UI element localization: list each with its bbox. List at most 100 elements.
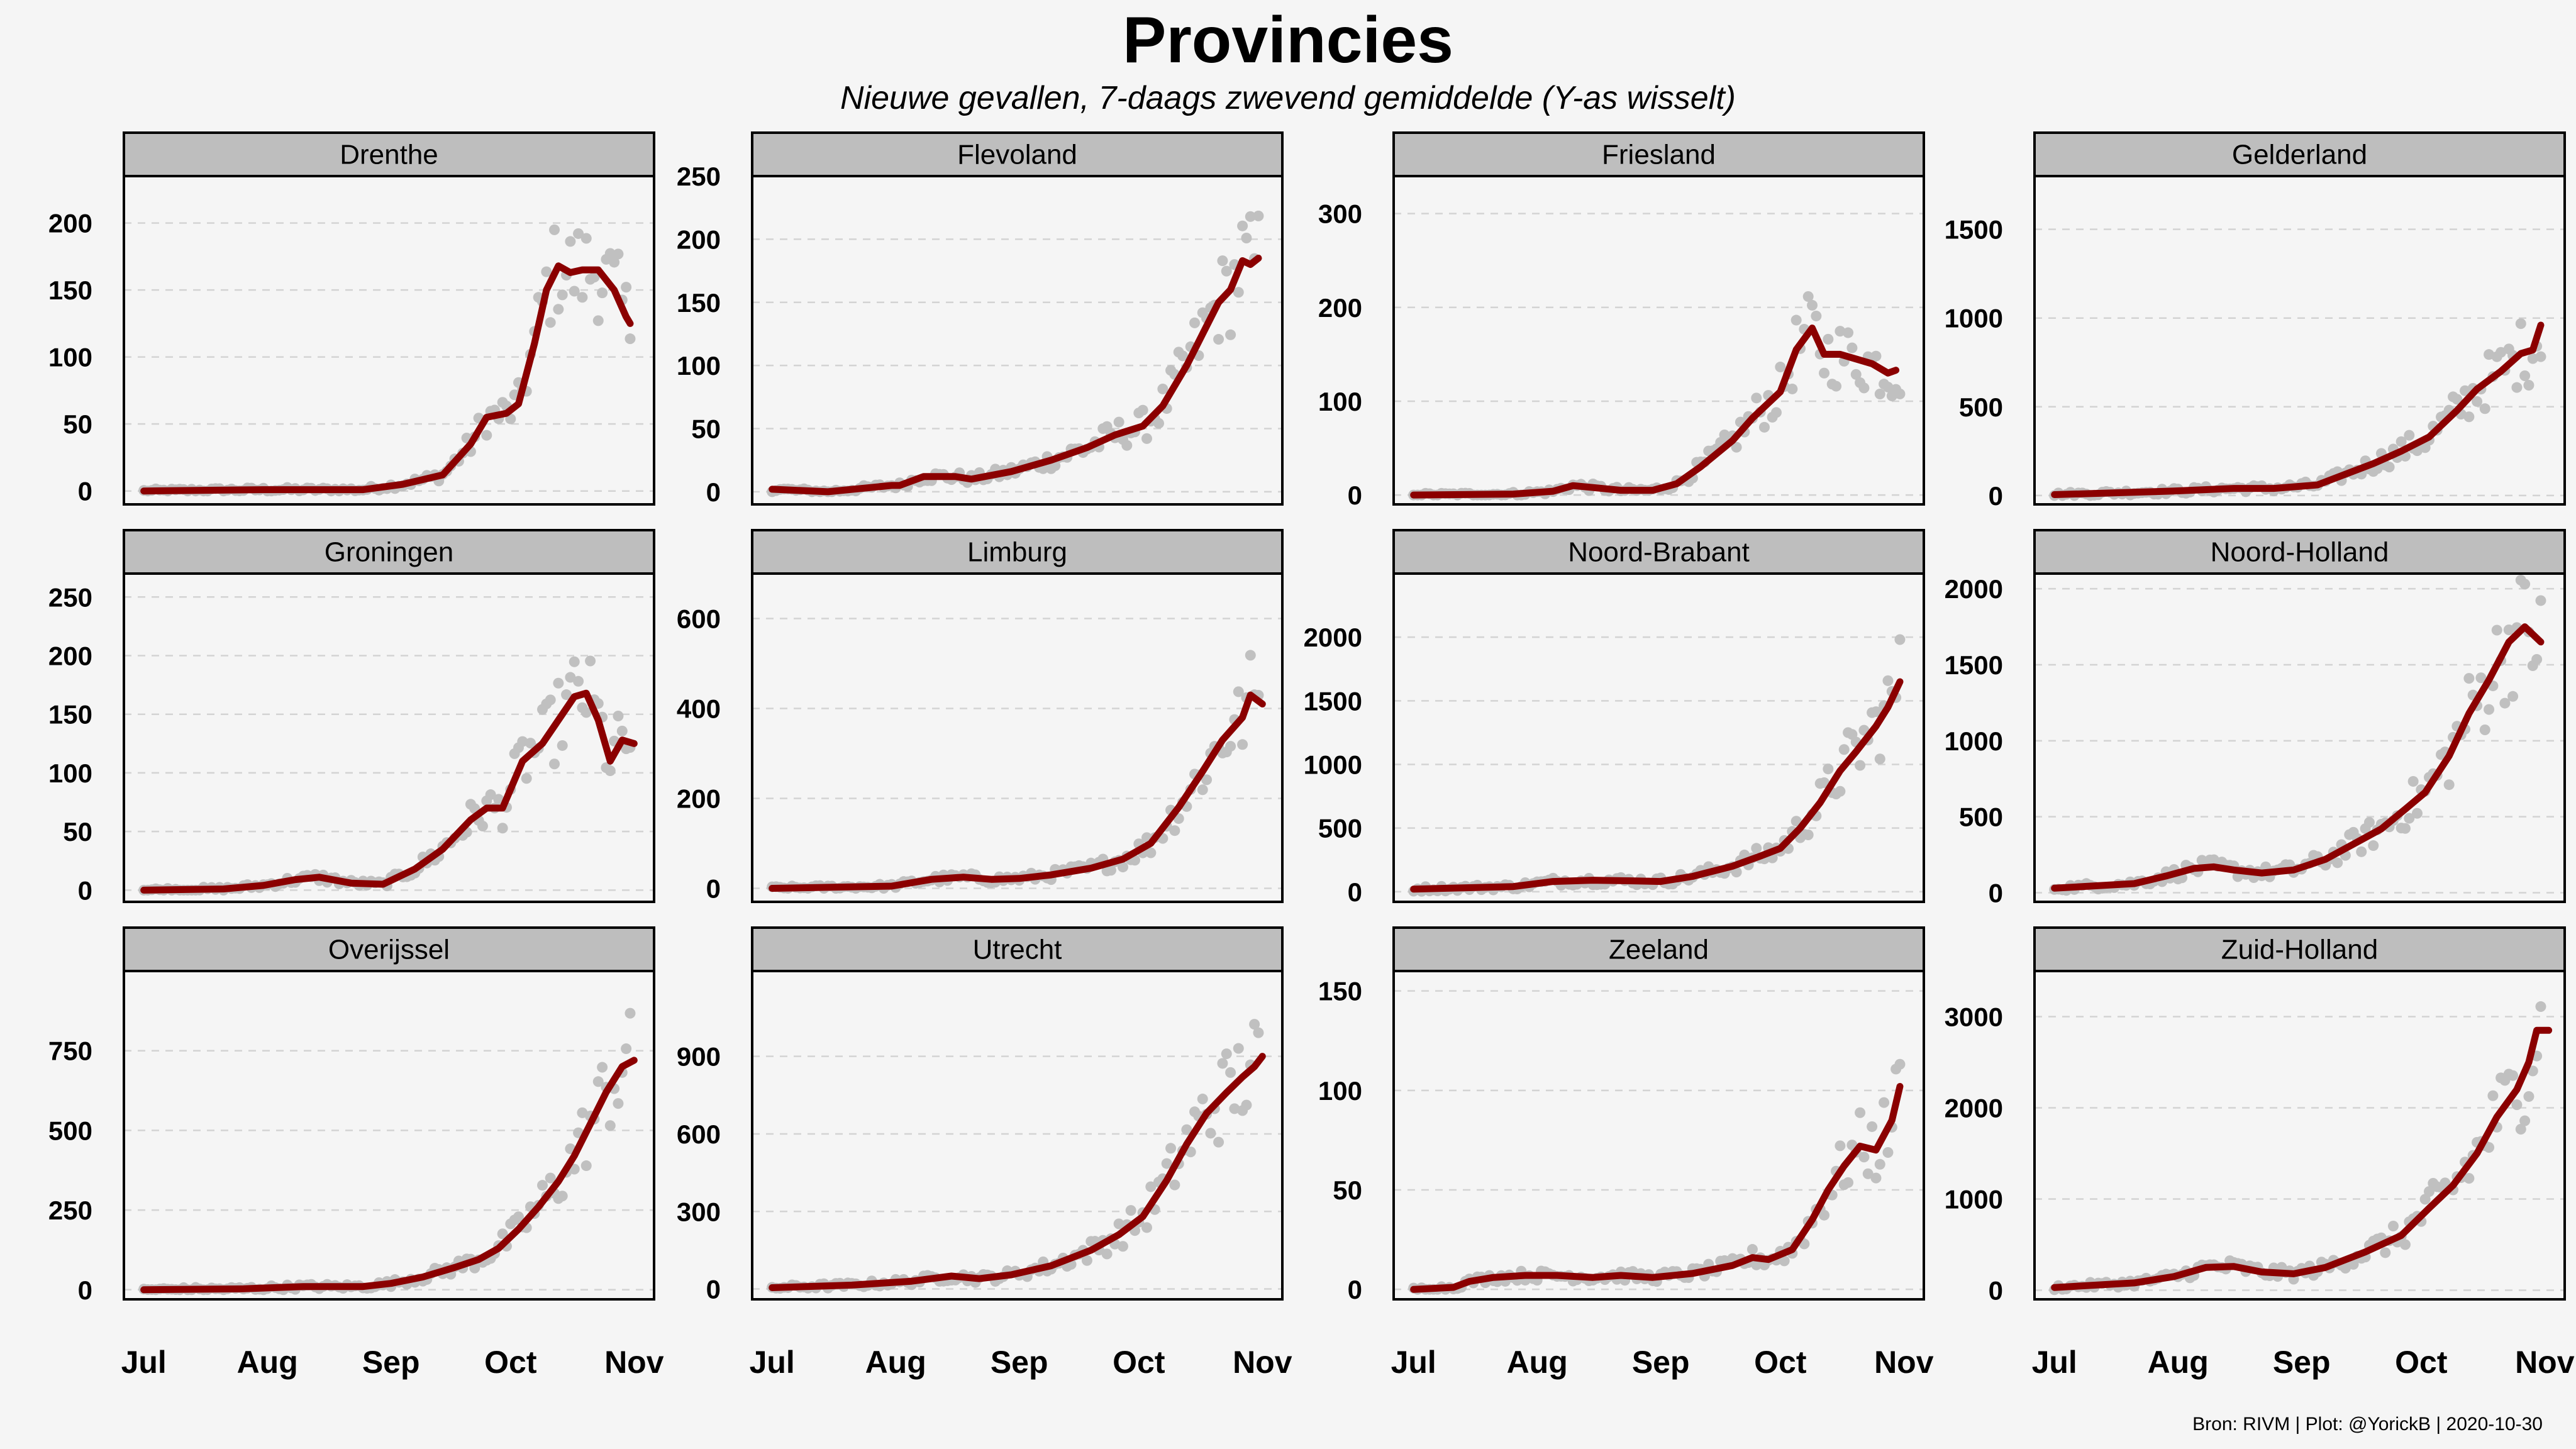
- data-point: [1894, 634, 1906, 645]
- data-point: [1811, 310, 1822, 321]
- data-point: [2479, 403, 2490, 414]
- y-tick-label: 100: [677, 351, 721, 380]
- series-line: [1410, 1083, 1904, 1293]
- data-point: [1894, 388, 1906, 399]
- x-tick-label: Sep: [1632, 1345, 1690, 1380]
- data-point: [1802, 829, 1814, 840]
- data-point: [1153, 418, 1165, 429]
- y-tick-label: 200: [1318, 293, 1362, 323]
- data-point: [1113, 416, 1124, 428]
- data-point: [2499, 697, 2511, 709]
- data-point: [2535, 1001, 2546, 1013]
- plot-border: [751, 572, 1284, 903]
- plot-area: [1394, 971, 1924, 1299]
- series-line: [140, 689, 638, 894]
- data-point: [2472, 396, 2483, 407]
- data-point: [1221, 1048, 1232, 1060]
- data-point: [569, 286, 580, 297]
- strip-header: [123, 926, 655, 972]
- y-tick-label: 400: [677, 694, 721, 724]
- data-point: [621, 282, 632, 293]
- strip-header: [751, 131, 1284, 177]
- y-tick-label: 150: [48, 275, 92, 305]
- data-point: [1751, 392, 1762, 404]
- data-point: [525, 738, 536, 749]
- data-point: [565, 236, 576, 247]
- data-point: [1855, 760, 1866, 771]
- data-point: [1101, 1248, 1113, 1260]
- data-point: [621, 1043, 632, 1055]
- strip-label: Zeeland: [1609, 935, 1709, 965]
- data-point: [2451, 394, 2463, 405]
- panel-noord-brabant: Noord-Brabant 0 500 1000 1500 2000: [1304, 529, 1925, 907]
- data-point: [2404, 813, 2415, 824]
- data-point: [1117, 862, 1128, 873]
- data-point: [2463, 1173, 2475, 1184]
- data-point: [2399, 823, 2411, 834]
- data-point: [1874, 1158, 1885, 1170]
- data-point: [2332, 857, 2343, 869]
- plot-border: [1392, 572, 1925, 903]
- panel-overijssel: Overijssel 0 250 500 750 Jul Aug Sep Oct Nov: [48, 926, 664, 1380]
- data-point: [1241, 232, 1252, 243]
- data-point: [517, 736, 528, 747]
- x-tick-label: Jul: [121, 1345, 167, 1380]
- plot-area: [2035, 574, 2565, 902]
- data-point: [1229, 1103, 1240, 1114]
- data-point: [1835, 786, 1846, 797]
- y-tick-label: 150: [1318, 977, 1362, 1006]
- data-point: [1882, 675, 1894, 686]
- strip-label: Overijssel: [328, 935, 450, 965]
- x-tick-label: Oct: [1113, 1345, 1165, 1380]
- data-point: [1185, 1146, 1196, 1158]
- data-point: [1751, 843, 1762, 854]
- data-point: [1189, 317, 1201, 328]
- strip-header: [1392, 926, 1925, 972]
- series-line: [2051, 321, 2545, 498]
- data-point: [2387, 1221, 2399, 1232]
- strip-label: Friesland: [1602, 140, 1716, 170]
- data-point: [585, 655, 596, 667]
- y-tick-label: 2000: [1945, 1094, 2003, 1123]
- data-point: [580, 1160, 592, 1172]
- data-point: [1141, 1222, 1152, 1233]
- data-point: [1819, 777, 1830, 788]
- data-point: [1775, 362, 1786, 373]
- data-point: [1835, 326, 1846, 337]
- data-point: [1770, 407, 1782, 418]
- y-tick-label: 600: [677, 1119, 721, 1149]
- data-point: [1225, 741, 1236, 752]
- data-point: [592, 315, 604, 326]
- plot-area: [2035, 176, 2565, 504]
- data-point: [1125, 1205, 1136, 1216]
- y-tick-label: 0: [78, 875, 92, 905]
- data-point: [1237, 739, 1248, 750]
- data-point: [1177, 350, 1189, 362]
- x-tick-label: Nov: [604, 1345, 664, 1380]
- data-point: [1850, 369, 1862, 380]
- data-point: [1843, 327, 1854, 338]
- data-point: [1870, 706, 1882, 718]
- data-point: [1169, 1179, 1180, 1191]
- x-tick-label: Jul: [2032, 1345, 2077, 1380]
- data-point: [592, 1076, 604, 1087]
- data-point: [481, 430, 492, 441]
- strip-header: [751, 926, 1284, 972]
- data-point: [2527, 1065, 2538, 1077]
- data-point: [2484, 704, 2495, 715]
- plot-area: [124, 176, 654, 504]
- y-tick-label: 1000: [1945, 1185, 2003, 1214]
- y-tick-label: 0: [1989, 879, 2003, 908]
- data-point: [1787, 383, 1798, 394]
- data-point: [1790, 816, 1802, 827]
- data-point: [545, 694, 556, 706]
- y-tick-label: 2000: [1304, 623, 1362, 652]
- y-tick-label: 750: [48, 1036, 92, 1066]
- strip-label: Utrecht: [973, 935, 1062, 965]
- data-point: [2519, 1115, 2531, 1126]
- y-tick-label: 1000: [1945, 726, 2003, 756]
- data-point: [1874, 389, 1885, 400]
- y-tick-label: 1500: [1945, 650, 2003, 680]
- data-point: [1213, 334, 1224, 345]
- x-tick-label: Oct: [2395, 1345, 2448, 1380]
